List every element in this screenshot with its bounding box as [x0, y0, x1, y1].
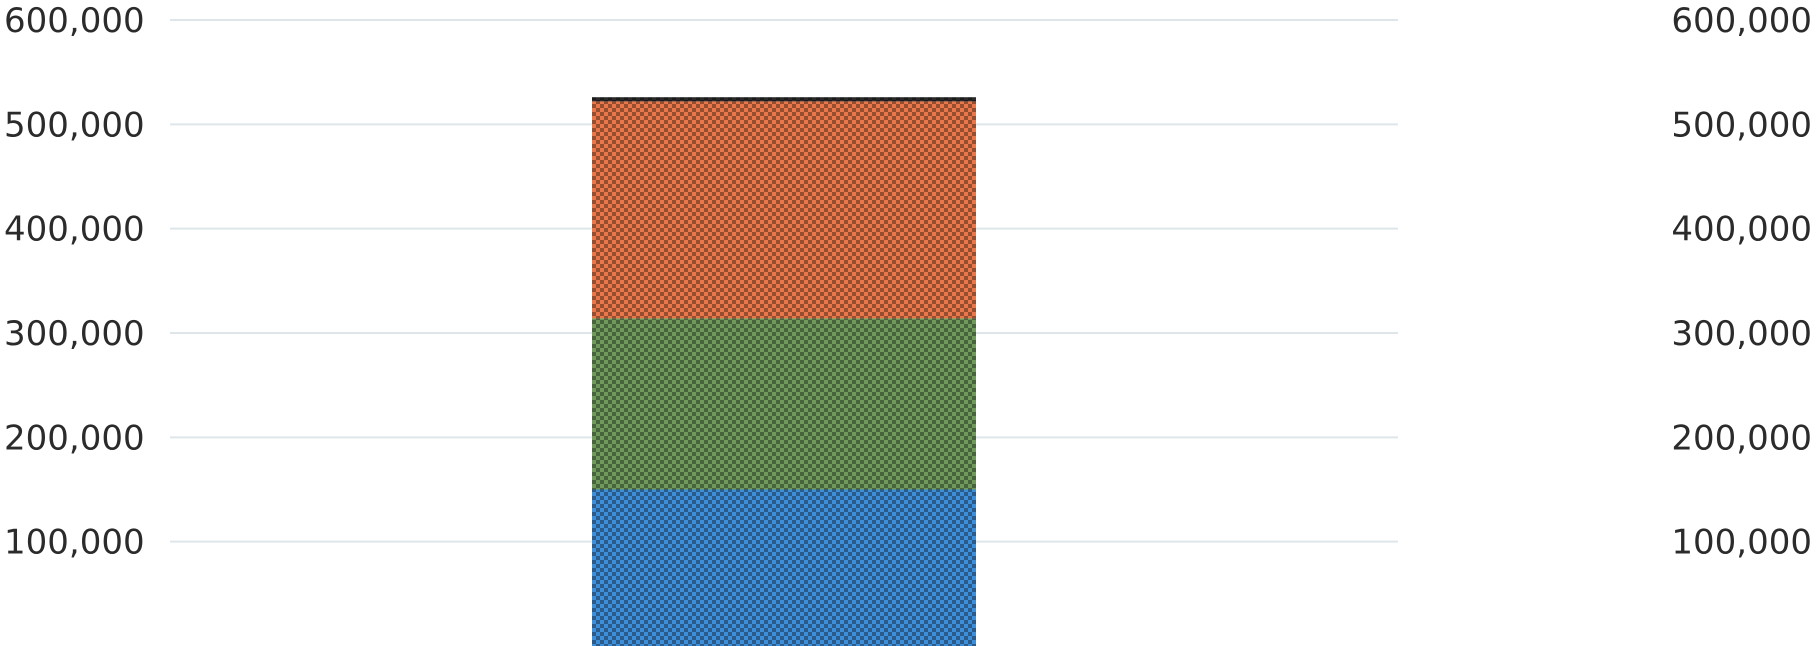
- y-tick-label-right: 400,000: [1671, 210, 1812, 250]
- y-tick-label-right: 600,000: [1671, 1, 1812, 41]
- y-tick-label-left: 400,000: [4, 210, 145, 250]
- y-tick-label-right: 100,000: [1671, 523, 1812, 563]
- bar-segment: [592, 318, 976, 490]
- y-tick-label-left: 200,000: [4, 418, 145, 458]
- y-tick-label-left: 300,000: [4, 314, 145, 354]
- y-tick-label-right: 300,000: [1671, 314, 1812, 354]
- left-y-axis: 100,000 200,000 300,000 400,000 500,000 600,0…: [4, 1, 145, 563]
- y-tick-label-right: 200,000: [1671, 418, 1812, 458]
- right-y-axis: 100,000 200,000 300,000 400,000 500,000 600,0…: [1671, 1, 1812, 563]
- bar-segment: [592, 97, 976, 102]
- y-tick-label-left: 600,000: [4, 1, 145, 41]
- y-tick-label-right: 500,000: [1671, 105, 1812, 145]
- bar-segment: [592, 101, 976, 319]
- bar-segment: [592, 489, 976, 646]
- bar-stack: [592, 97, 976, 646]
- y-tick-label-left: 100,000: [4, 523, 145, 563]
- y-tick-label-left: 500,000: [4, 105, 145, 145]
